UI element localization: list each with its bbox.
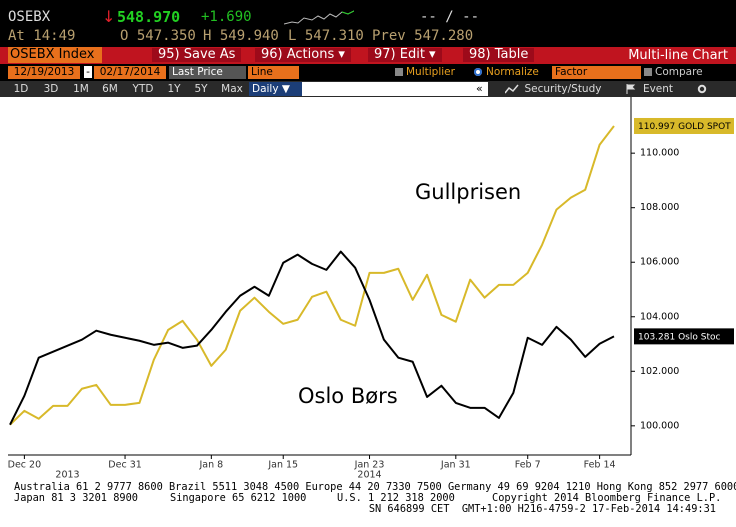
period-bar: 1D 3D 1M 6M YTD 1Y 5Y Max Daily ▼ « Secu…	[0, 81, 736, 97]
quote-bar: OSEBX ↓ 548.970 +1.690 -- / -- At 14:49 …	[0, 0, 736, 47]
factor-field[interactable]: Factor	[552, 66, 641, 79]
x-tick-label: Feb 7	[515, 460, 541, 471]
table-button[interactable]: 98) Table	[463, 48, 535, 62]
plot-area	[8, 97, 631, 455]
study-icon	[505, 84, 519, 94]
save-as-button[interactable]: 95) Save As	[152, 48, 242, 62]
footer-contact: Singapore 65 6212 1000	[170, 492, 307, 504]
time: At 14:49	[8, 28, 76, 44]
compare-checkbox[interactable]	[644, 68, 652, 76]
year-label: 2014	[357, 470, 381, 481]
actions-button[interactable]: 96) Actions ▾	[255, 48, 351, 62]
date-dash: -	[84, 66, 92, 78]
end-date[interactable]: 02/17/2014	[94, 66, 166, 79]
period-button[interactable]: Max	[221, 83, 243, 95]
period-button[interactable]: 3D	[43, 83, 59, 95]
series-name: Oslo Stoc	[678, 332, 720, 342]
footer-contacts: Australia 61 2 9777 8600 Brazil 5511 304…	[14, 481, 736, 493]
line-series	[9, 250, 615, 426]
annotation: Gullprisen	[415, 180, 521, 204]
series-name: GOLD SPOT	[678, 121, 731, 131]
event-icon	[626, 84, 636, 94]
sparkline	[284, 10, 354, 25]
function-title: Multi-line Chart	[628, 48, 728, 63]
settings-icon[interactable]	[697, 84, 707, 94]
security-study-button[interactable]: Security/Study	[524, 83, 602, 95]
prev: Prev 547.280	[372, 28, 474, 44]
event-button[interactable]: Event	[642, 83, 674, 95]
x-tick-label: Jan 23	[354, 460, 385, 471]
period-button[interactable]: 1Y	[167, 83, 181, 95]
y-tick-label: 108.000	[640, 202, 679, 213]
last-price: 548.970	[117, 8, 181, 26]
open: O 547.350	[120, 28, 196, 44]
start-date[interactable]: 12/19/2013	[8, 66, 80, 79]
x-tick-label: Jan 8	[198, 460, 223, 471]
x-tick-label: Jan 15	[267, 460, 298, 471]
edit-button[interactable]: 97) Edit ▾	[368, 48, 442, 62]
footer-contact: U.S. 1 212 318 2000	[337, 492, 455, 504]
line-series	[9, 125, 615, 426]
period-button[interactable]: 1M	[73, 83, 89, 95]
security-field[interactable]: OSEBX Index	[8, 47, 102, 63]
period-button[interactable]: 6M	[102, 83, 118, 95]
period-button[interactable]: YTD	[132, 83, 154, 95]
period-button[interactable]: 5Y	[194, 83, 208, 95]
style-select[interactable]: Line	[248, 66, 299, 79]
end-label-box	[634, 117, 734, 134]
multiplier-checkbox[interactable]	[395, 68, 403, 76]
x-tick-label: Feb 14	[584, 460, 616, 471]
field-select[interactable]: Last Price	[169, 66, 246, 79]
footer-contact: Japan 81 3 3201 8900	[14, 492, 138, 504]
multiplier-label: Multiplier	[406, 66, 455, 78]
collapse-button[interactable]: «	[476, 82, 483, 95]
end-value: 103.281	[638, 332, 675, 342]
search-field[interactable]	[302, 82, 488, 96]
bid-ask: -- / --	[420, 9, 480, 25]
end-value: 110.997	[638, 121, 675, 131]
y-tick-label: 100.000	[640, 420, 679, 431]
normalize-label: Normalize	[486, 66, 539, 78]
high: H 549.940	[203, 28, 279, 44]
ticker: OSEBX	[8, 9, 51, 25]
change: +1.690	[201, 9, 252, 25]
end-label: 110.997 GOLD SPOT	[638, 121, 731, 131]
toolbar: OSEBX Index 95) Save As 96) Actions ▾ 97…	[0, 47, 736, 64]
frequency-select[interactable]: Daily ▼	[249, 82, 302, 96]
x-tick-label: Jan 31	[440, 460, 471, 471]
session-info: SN 646899 CET GMT+1:00 H216-4759-2 17-Fe…	[368, 503, 716, 515]
x-tick-label: Dec 31	[108, 460, 142, 471]
settings-bar: 12/19/2013 - 02/17/2014 Last Price Line …	[0, 64, 736, 81]
copyright: Copyright 2014 Bloomberg Finance L.P.	[492, 492, 722, 504]
compare-label: Compare	[655, 66, 703, 78]
normalize-radio[interactable]	[474, 68, 482, 76]
annotation: Oslo Børs	[298, 384, 398, 408]
y-tick-label: 106.000	[640, 257, 679, 268]
arrow: ↓	[102, 7, 116, 26]
x-tick-label: Dec 20	[8, 460, 42, 471]
period-button[interactable]: 1D	[13, 83, 29, 95]
end-label: 103.281 Oslo Stoc	[638, 332, 720, 342]
y-tick-label: 102.000	[640, 366, 679, 377]
y-tick-label: 104.000	[640, 311, 679, 322]
y-tick-label: 110.000	[640, 148, 679, 159]
low: L 547.310	[288, 28, 364, 44]
end-label-box	[634, 328, 734, 345]
year-label: 2013	[55, 470, 79, 481]
